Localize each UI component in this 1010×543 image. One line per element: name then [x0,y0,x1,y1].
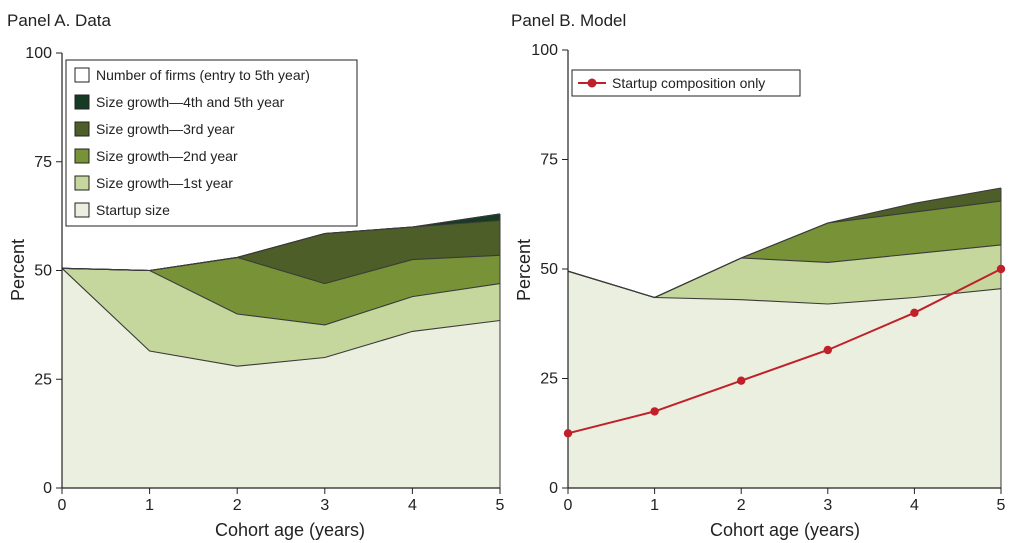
legend-label-startup-composition: Startup composition only [612,75,765,91]
y-tick-label: 25 [540,371,558,388]
y-tick-label: 25 [34,371,52,388]
area-startup-size [568,271,1001,488]
legend-swatch-startup [74,202,90,218]
panel-a-legend: Number of firms (entry to 5th year) Size… [65,59,358,227]
point-startup-composition [563,429,573,438]
legend-label-growth-4-5: Size growth—4th and 5th year [96,94,285,110]
x-tick-label: 1 [650,497,659,514]
series-line-size-growth-3rd-year [567,187,1002,299]
legend-label-startup: Startup size [96,202,170,218]
area-size-growth-1st-year [568,244,1001,304]
y-tick-label: 100 [25,45,52,62]
y-tick-label: 50 [540,261,558,278]
area-size-growth-2nd-year [62,255,500,325]
panel-b-title: Panel B. Model [511,11,626,30]
y-tick-label: 75 [540,152,558,169]
x-tick-label: 2 [233,497,242,514]
legend-swatch-growth-3 [74,121,90,137]
series-line-number-of-firms-entry-to-5th-year [61,213,501,272]
area-startup-size [62,268,500,488]
point-startup-composition [650,407,659,416]
panel-b-markers [563,264,1006,438]
legend-swatch-firms [74,67,90,83]
x-tick-label: 5 [496,497,505,514]
panel-b-ylabel: Percent [514,239,534,301]
area-size-growth-3rd-year [62,220,500,284]
x-tick-label: 1 [145,497,154,514]
area-size-growth-3rd-year [568,188,1001,298]
x-tick-label: 2 [737,497,746,514]
x-tick-label: 0 [58,497,67,514]
x-tick-label: 3 [320,497,329,514]
panel-b-axes: 0 25 50 75 100 0 1 2 3 4 5 [531,42,1005,514]
x-tick-label: 0 [564,497,573,514]
point-startup-composition [823,345,832,355]
x-tick-label: 4 [910,497,919,514]
x-tick-label: 5 [997,497,1006,514]
y-tick-label: 50 [34,263,52,280]
panel-a-xlabel: Cohort age (years) [215,520,365,540]
panel-b-legend-box [571,69,801,97]
panel-b-xlabel: Cohort age (years) [710,520,860,540]
x-tick-label: 3 [823,497,832,514]
panel-b-lines [567,187,1002,305]
legend-swatch-growth-2 [74,148,90,164]
legend-label-growth-3: Size growth—3rd year [96,121,235,137]
panel-a-ylabel: Percent [8,239,28,301]
panel-a-areas [62,213,500,488]
x-tick-label: 4 [408,497,417,514]
panel-b-areas [568,188,1001,488]
panel-a-title: Panel A. Data [7,11,112,30]
legend-label-growth-1: Size growth—1st year [96,175,233,191]
panel-b-legend: Startup composition only [571,69,801,97]
legend-swatch-growth-1 [74,175,90,191]
legend-label-firms: Number of firms (entry to 5th year) [96,67,310,83]
panel-a-legend-box [65,59,358,227]
panel-b: Panel B. Model 0 25 50 75 100 0 1 2 3 4 5 Cohort a… [511,11,1006,540]
panel-a-lines [61,213,501,367]
y-tick-label: 75 [34,154,52,171]
panel-a: Panel A. Data 0 25 50 75 100 0 1 2 3 4 5 Cohort ag… [7,11,505,540]
point-startup-composition [910,308,919,317]
line-startup-composition [567,268,1002,435]
point-startup-composition [737,376,746,385]
legend-swatch-growth-4-5 [74,94,90,110]
y-tick-label: 0 [43,480,52,497]
area-size-growth-1st-year [62,268,500,367]
point-startup-composition [996,264,1006,274]
panel-a-axes: 0 25 50 75 100 0 1 2 3 4 5 [25,45,504,514]
legend-label-growth-2: Size growth—2nd year [96,148,238,164]
area-size-growth-2nd-year [568,201,1001,298]
y-tick-label: 0 [549,480,558,497]
legend-marker-startup-composition [587,78,597,88]
y-tick-label: 100 [531,42,558,59]
series-line-startup-size [61,267,501,367]
